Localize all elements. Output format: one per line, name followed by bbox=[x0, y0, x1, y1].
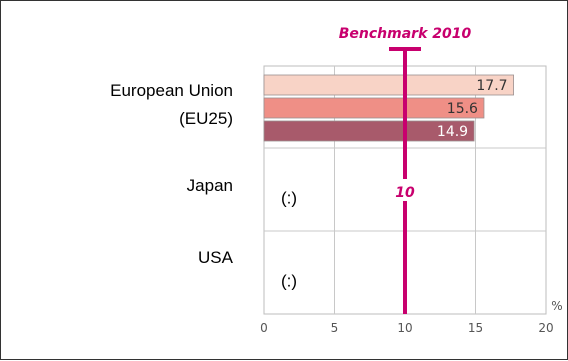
category-label: (EU25) bbox=[179, 109, 233, 128]
x-tick-label: 0 bbox=[260, 321, 268, 335]
benchmark-value-bg bbox=[396, 179, 414, 201]
benchmark-label: Benchmark 2010 bbox=[339, 26, 472, 42]
missing-data-label: (:) bbox=[281, 272, 297, 291]
category-label: Japan bbox=[187, 176, 233, 195]
x-unit-label: % bbox=[551, 299, 562, 313]
bar bbox=[263, 74, 514, 96]
bar-value-label: 14.9 bbox=[437, 124, 468, 140]
x-tick-label: 15 bbox=[468, 321, 483, 335]
bar-value-label: 15.6 bbox=[447, 101, 478, 117]
bar bbox=[263, 120, 475, 142]
category-label: USA bbox=[198, 248, 234, 267]
bar-value-label: 17.7 bbox=[476, 78, 507, 94]
missing-data-label: (:) bbox=[281, 189, 297, 208]
x-tick-label: 5 bbox=[331, 321, 339, 335]
x-tick-label: 20 bbox=[538, 321, 553, 335]
category-label: European Union bbox=[110, 81, 233, 100]
x-tick-label: 10 bbox=[397, 321, 412, 335]
bar bbox=[263, 97, 485, 119]
benchmark-value-label: 10 bbox=[395, 185, 415, 201]
